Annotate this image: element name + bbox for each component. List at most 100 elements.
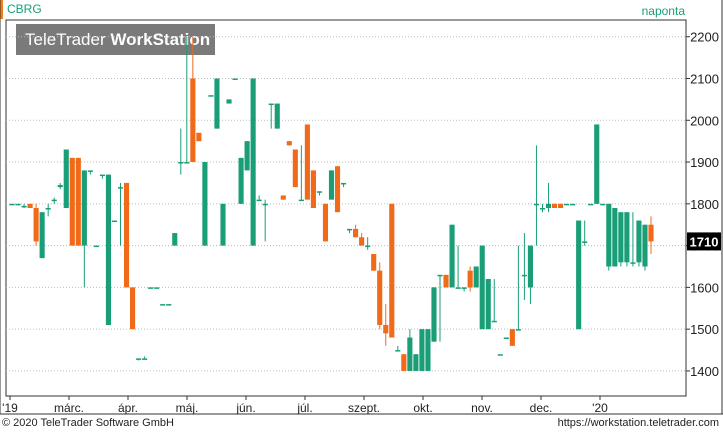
- candle-body: [310, 170, 316, 208]
- candle-body: [533, 203, 540, 206]
- candle-body: [45, 208, 51, 210]
- ticker-accent: [0, 0, 3, 19]
- candle-body: [274, 103, 280, 129]
- candle-body: [461, 287, 467, 289]
- candle-body: [226, 99, 232, 104]
- candle-body: [334, 166, 341, 213]
- candle-body: [425, 329, 431, 371]
- candle-body: [503, 337, 509, 340]
- candle-body: [624, 212, 630, 263]
- candle-body: [202, 162, 208, 246]
- candle-body: [407, 337, 413, 371]
- candle-body: [166, 304, 172, 306]
- candle-body: [515, 329, 521, 331]
- x-tick-label: '19: [2, 401, 18, 415]
- ticker-label: CBRG: [7, 2, 42, 16]
- candle-body: [298, 199, 304, 202]
- candle-body: [636, 220, 642, 263]
- x-tick-label: dec.: [530, 401, 553, 415]
- candle-body: [238, 157, 244, 204]
- candle-body: [449, 224, 455, 288]
- plot-frame: [5, 19, 687, 397]
- candle-body: [588, 203, 594, 206]
- x-tick-label: szept.: [348, 401, 380, 415]
- candle-body: [196, 132, 202, 142]
- candle-body: [105, 174, 112, 325]
- logo-text-light: TeleTrader: [25, 30, 106, 49]
- candle-body: [262, 203, 268, 206]
- candle-body: [558, 203, 564, 208]
- copyright-text: © 2020 TeleTrader Software GmbH: [2, 417, 174, 429]
- candle-body: [21, 205, 27, 208]
- candle-body: [443, 274, 449, 288]
- y-tick-label: 1800: [690, 197, 719, 212]
- candle-body: [256, 199, 262, 202]
- teletrader-logo: TeleTrader WorkStation: [16, 24, 215, 55]
- candle-body: [564, 203, 570, 206]
- candle-body: [304, 124, 310, 200]
- candle-body: [377, 270, 383, 325]
- y-tick-label: 2200: [690, 30, 719, 45]
- candle-body: [178, 162, 184, 164]
- candle-body: [220, 203, 226, 246]
- y-tick-label: 2000: [690, 113, 719, 128]
- x-tick-label: júl.: [296, 401, 312, 415]
- period-label[interactable]: naponta: [641, 4, 685, 18]
- candle-body: [509, 329, 515, 346]
- candle-body: [359, 237, 365, 246]
- candle-body: [648, 224, 654, 242]
- candle-body: [630, 262, 636, 264]
- last-price-label: 1710: [690, 234, 719, 249]
- candle-body: [521, 274, 527, 277]
- candle-body: [419, 329, 425, 371]
- candle-body: [15, 203, 21, 206]
- candle-body: [322, 203, 329, 242]
- candle-body: [618, 212, 624, 263]
- candle-body: [136, 358, 142, 360]
- candle-body: [485, 279, 491, 330]
- candle-body: [81, 170, 87, 246]
- candle-body: [582, 241, 588, 243]
- x-tick-label: ápr.: [118, 401, 138, 415]
- x-tick-label: márc.: [54, 401, 84, 415]
- candle-body: [117, 187, 124, 189]
- x-tick-label: nov.: [471, 401, 493, 415]
- source-url[interactable]: https://workstation.teletrader.com: [557, 417, 719, 429]
- x-tick-label: '20: [592, 401, 608, 415]
- candle-body: [292, 149, 298, 188]
- candle-body: [497, 354, 503, 356]
- candle-body: [250, 78, 256, 246]
- candle-body: [455, 287, 461, 289]
- candle-body: [606, 203, 612, 267]
- y-tick-label: 1500: [690, 322, 719, 337]
- candle-body: [93, 245, 99, 248]
- candle-body: [9, 203, 15, 206]
- y-tick-label: 2100: [690, 71, 719, 86]
- candle-body: [39, 212, 45, 259]
- y-tick-label: 1900: [690, 155, 719, 170]
- candle-body: [280, 195, 286, 200]
- candle-body: [539, 208, 546, 210]
- candle-body: [600, 203, 606, 206]
- candle-body: [87, 170, 93, 172]
- candle-body: [69, 157, 75, 246]
- candle-body: [527, 245, 533, 288]
- candle-body: [142, 358, 148, 360]
- candle-body: [570, 203, 576, 206]
- candle-body: [389, 203, 395, 338]
- x-tick-label: máj.: [176, 401, 199, 415]
- candle-body: [154, 287, 160, 289]
- candle-body: [594, 124, 600, 204]
- candle-body: [208, 95, 214, 97]
- candle-body: [383, 324, 389, 334]
- candle-body: [395, 350, 401, 352]
- candle-body: [431, 287, 437, 342]
- candle-body: [160, 304, 166, 306]
- candle-body: [27, 203, 33, 208]
- candle-body: [612, 208, 618, 267]
- candle-body: [63, 149, 69, 208]
- candle-body: [214, 78, 220, 129]
- candle-body: [99, 174, 105, 177]
- candle-body: [353, 228, 359, 238]
